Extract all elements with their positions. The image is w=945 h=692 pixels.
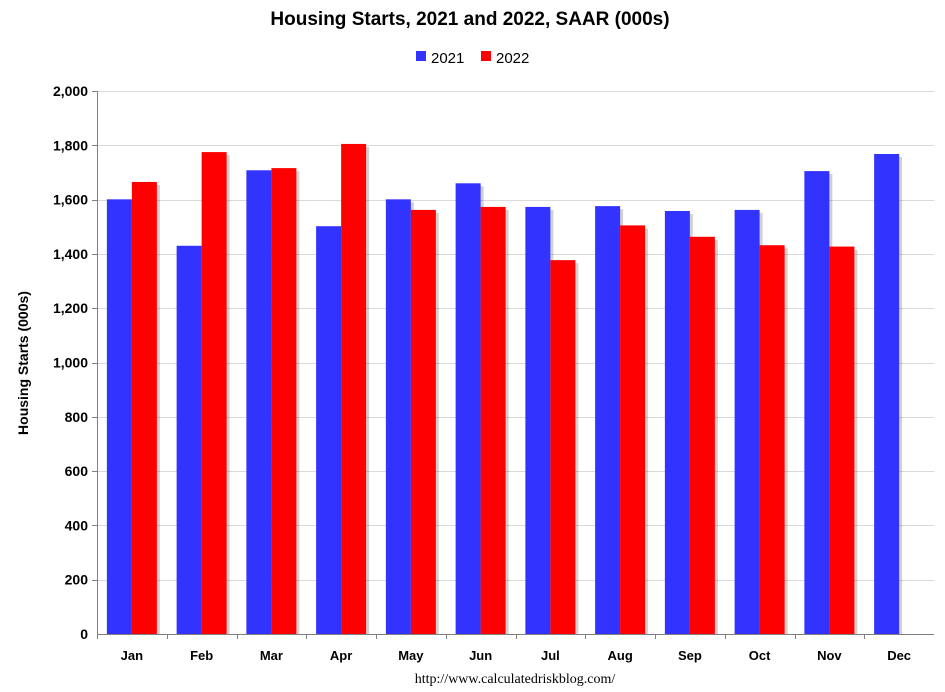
legend-swatch-2021 xyxy=(416,51,426,61)
bar xyxy=(341,143,367,634)
x-tick-label: Jul xyxy=(541,648,560,663)
bar-2022-jun xyxy=(480,206,509,635)
x-tick-label: May xyxy=(398,648,424,663)
y-tick-label: 1,200 xyxy=(53,300,88,316)
y-tick-labels: 0 200 400 600 800 1,000 1,200 1,400 1,600 1,800 2,… xyxy=(53,83,88,642)
y-tick-label: 1,400 xyxy=(53,246,88,262)
bar-2021-jul xyxy=(525,206,554,635)
bar xyxy=(595,206,621,634)
bar xyxy=(410,209,436,635)
bar xyxy=(620,225,646,634)
bar-2021-oct xyxy=(734,209,763,635)
bar-2022-sep xyxy=(689,236,718,634)
x-tick-label: Mar xyxy=(260,648,283,663)
y-tick-label: 400 xyxy=(65,517,89,533)
bar-2021-jan xyxy=(106,199,135,635)
bar xyxy=(385,199,411,635)
chart-title: Housing Starts, 2021 and 2022, SAAR (000… xyxy=(270,9,669,30)
x-tick-label: Nov xyxy=(817,648,842,663)
y-tick-label: 1,600 xyxy=(53,192,88,208)
bar-2022-mar xyxy=(271,168,300,634)
bar xyxy=(131,181,157,634)
y-tick-label: 800 xyxy=(65,409,89,425)
x-tick-label: Feb xyxy=(190,648,213,663)
bar-2022-nov xyxy=(829,246,858,634)
bar xyxy=(550,260,576,634)
bar xyxy=(480,206,506,635)
bar xyxy=(804,171,830,634)
bar-2022-jan xyxy=(131,181,160,634)
y-tick-label: 0 xyxy=(80,626,88,642)
legend-label-2022: 2022 xyxy=(496,50,529,67)
legend-swatch-2022 xyxy=(481,51,491,61)
bar xyxy=(689,236,715,634)
bar xyxy=(874,153,900,634)
bar xyxy=(271,168,297,634)
y-tick-label: 1,800 xyxy=(53,137,88,153)
bar xyxy=(525,206,551,635)
bar xyxy=(664,211,690,635)
x-tick-label: Apr xyxy=(330,648,352,663)
bar-2022-may xyxy=(410,209,439,635)
bar xyxy=(759,245,785,634)
bars xyxy=(97,143,903,639)
bar xyxy=(106,199,132,635)
legend-label-2021: 2021 xyxy=(431,50,464,67)
gridlines xyxy=(92,91,934,581)
bar xyxy=(829,246,855,634)
bar-2022-apr xyxy=(341,143,370,634)
x-tick-label: Sep xyxy=(678,648,702,663)
bar xyxy=(246,170,272,634)
bar-2021-dec xyxy=(874,153,903,634)
y-axis-label: Housing Starts (000s) xyxy=(15,291,31,435)
bar-2021-aug xyxy=(595,206,624,634)
bar-2021-feb xyxy=(176,245,205,634)
y-tick-label: 600 xyxy=(65,463,89,479)
bar xyxy=(201,152,227,634)
bar xyxy=(176,245,202,634)
x-tick-label: Jan xyxy=(121,648,143,663)
x-tick-label: Jun xyxy=(469,648,492,663)
bar-2021-nov xyxy=(804,171,833,634)
bar-2021-mar xyxy=(246,170,275,634)
bar-2022-feb xyxy=(201,152,230,634)
x-tick-label: Aug xyxy=(607,648,632,663)
bar xyxy=(316,226,342,634)
x-tick-labels: Jan Feb Mar Apr May Jun Jul Aug Sep Oct Nov Dec xyxy=(121,648,911,663)
y-tick-label: 2,000 xyxy=(53,83,88,99)
bar-2021-sep xyxy=(664,211,693,635)
bar-2022-aug xyxy=(620,225,649,634)
bar-2021-may xyxy=(385,199,414,635)
bar-2021-jun xyxy=(455,183,484,634)
y-tick-label: 1,000 xyxy=(53,355,88,371)
source-url: http://www.calculatedriskblog.com/ xyxy=(415,672,616,687)
bar-2022-jul xyxy=(550,260,579,634)
bar-2021-apr xyxy=(316,226,345,634)
bar-2022-oct xyxy=(759,245,788,634)
axes xyxy=(97,91,934,635)
x-tick-label: Oct xyxy=(749,648,771,663)
bar xyxy=(455,183,481,634)
y-tick-label: 200 xyxy=(65,572,89,588)
x-tick-label: Dec xyxy=(887,648,911,663)
legend: 2021 2022 xyxy=(416,50,529,67)
bar xyxy=(734,209,760,635)
